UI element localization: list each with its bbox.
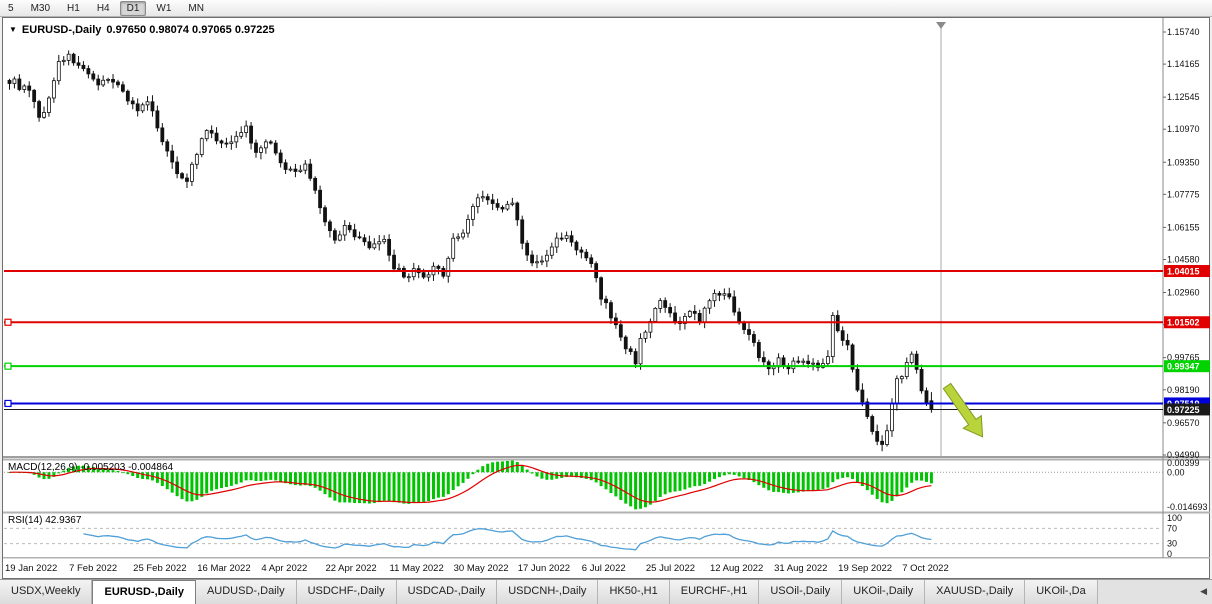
svg-text:11 May 2022: 11 May 2022 [390, 563, 444, 574]
chart-symbol-label: EURUSD-,Daily [21, 24, 102, 36]
svg-text:22 Apr 2022: 22 Apr 2022 [325, 563, 376, 574]
rsi-indicator-title: RSI(14) 42.9367 [8, 515, 82, 526]
svg-text:7 Feb 2022: 7 Feb 2022 [69, 563, 117, 574]
rsi-line [83, 528, 932, 551]
svg-text:0.99347: 0.99347 [1167, 362, 1200, 372]
svg-text:0.98190: 0.98190 [1167, 385, 1200, 395]
chart-tab[interactable]: USOil-,Daily [759, 580, 843, 604]
svg-text:1.04580: 1.04580 [1167, 255, 1200, 265]
tabs-scroll-left-icon[interactable]: ◀ [1200, 586, 1207, 596]
chart-tab[interactable]: USDCNH-,Daily [497, 580, 599, 604]
y-axis: 1.15740 1.14165 1.12545 1.10970 1.09350 1.077… [1163, 27, 1200, 460]
svg-text:1.10970: 1.10970 [1167, 124, 1200, 134]
svg-text:0.97225: 0.97225 [1167, 405, 1200, 415]
svg-text:1.12545: 1.12545 [1167, 92, 1200, 102]
svg-text:1.02960: 1.02960 [1167, 288, 1200, 298]
macd-indicator-title: MACD(12,26,9) -0.005203 -0.004864 [8, 462, 174, 473]
svg-text:30: 30 [1167, 539, 1177, 549]
timeframe-button-mn[interactable]: MN [188, 2, 204, 14]
svg-text:1.06155: 1.06155 [1167, 222, 1200, 232]
svg-text:31 Aug 2022: 31 Aug 2022 [774, 563, 827, 574]
chart-title: ▼ EURUSD-,Daily 0.97650 0.98074 0.97065 … [9, 24, 275, 36]
timeframe-button-h1[interactable]: H1 [67, 2, 80, 14]
svg-text:17 Jun 2022: 17 Jun 2022 [518, 563, 570, 574]
chart-tab[interactable]: AUDUSD-,Daily [195, 580, 297, 604]
svg-text:1.09350: 1.09350 [1167, 157, 1200, 167]
chart-tab[interactable]: UKOil-,Daily [842, 580, 926, 604]
svg-text:6 Jul 2022: 6 Jul 2022 [582, 563, 626, 574]
chart-tab[interactable]: USDX,Weekly [0, 580, 93, 604]
svg-text:30 May 2022: 30 May 2022 [454, 563, 509, 574]
chart-frame [3, 18, 1210, 559]
horizontal-line-0.99347[interactable] [4, 362, 1163, 370]
timeframe-button-h4[interactable]: H4 [96, 2, 110, 14]
chart-tab[interactable]: USDCHF-,Daily [296, 580, 397, 604]
svg-text:1.07775: 1.07775 [1167, 189, 1200, 199]
timeframe-button-m30[interactable]: M30 [30, 2, 51, 14]
chart-tab[interactable]: XAUUSD-,Daily [925, 580, 1026, 604]
svg-text:1.14165: 1.14165 [1167, 59, 1200, 69]
macd-signal-line [9, 464, 932, 504]
chart-tab[interactable]: HK50-,H1 [598, 580, 670, 604]
svg-text:7 Oct 2022: 7 Oct 2022 [902, 563, 948, 574]
macd-histogram [8, 460, 933, 510]
timeframe-toolbar: 5 M30 H1 H4 D1 W1 MN [0, 0, 1212, 17]
svg-text:0.00399: 0.00399 [1167, 458, 1200, 468]
svg-text:19 Jan 2022: 19 Jan 2022 [5, 563, 57, 574]
macd-panel [4, 460, 1163, 510]
chart-tabs-bar: USDX,Weekly EURUSD-,Daily AUDUSD-,Daily USD… [0, 579, 1212, 604]
svg-text:0.00: 0.00 [1167, 467, 1185, 477]
chart-ohlc-values: 0.97650 0.98074 0.97065 0.97225 [106, 24, 275, 36]
candlestick-series [7, 50, 934, 452]
svg-text:0.99765: 0.99765 [1167, 353, 1200, 363]
svg-text:19 Sep 2022: 19 Sep 2022 [838, 563, 892, 574]
svg-text:70: 70 [1167, 523, 1177, 533]
timeframe-button-d1[interactable]: D1 [119, 0, 147, 16]
horizontal-line-0.97519[interactable] [4, 399, 1163, 408]
chart-tab[interactable]: EURUSD-,Daily [92, 580, 196, 604]
svg-text:-0.014693: -0.014693 [1167, 502, 1208, 512]
timeframe-button-w1[interactable]: W1 [156, 2, 172, 14]
svg-text:1.15740: 1.15740 [1167, 27, 1200, 37]
symbol-dropdown-icon[interactable]: ▼ [9, 25, 17, 34]
svg-text:4 Apr 2022: 4 Apr 2022 [261, 563, 307, 574]
svg-text:0: 0 [1167, 549, 1172, 559]
timeframe-button-5[interactable]: 5 [8, 2, 14, 14]
chart-shift-marker[interactable] [936, 22, 946, 457]
svg-text:0.96570: 0.96570 [1167, 418, 1200, 428]
price-label-1.04015: 1.04015 [1164, 265, 1210, 278]
svg-text:25 Jul 2022: 25 Jul 2022 [646, 563, 695, 574]
svg-text:12 Aug 2022: 12 Aug 2022 [710, 563, 763, 574]
price-label-0.99347: 0.99347 [1164, 360, 1210, 373]
svg-text:0.94990: 0.94990 [1167, 450, 1200, 460]
chart-tab[interactable]: USDCAD-,Daily [396, 580, 498, 604]
svg-text:100: 100 [1167, 513, 1182, 523]
svg-text:1.04015: 1.04015 [1167, 267, 1200, 277]
svg-text:1.01502: 1.01502 [1167, 318, 1200, 328]
svg-text:16 Mar 2022: 16 Mar 2022 [197, 563, 250, 574]
down-arrow-annotation[interactable] [942, 382, 984, 438]
svg-text:25 Feb 2022: 25 Feb 2022 [133, 563, 186, 574]
rsi-panel [4, 527, 1163, 551]
price-label-1.01502: 1.01502 [1164, 316, 1210, 329]
chart-tab[interactable]: EURCHF-,H1 [669, 580, 760, 604]
chart-tab[interactable]: UKOil-,Da [1025, 580, 1098, 604]
x-axis: 19 Jan 2022 7 Feb 2022 25 Feb 2022 16 Mar 2… [5, 563, 949, 574]
price-label-0.97225: 0.97225 [1164, 403, 1210, 416]
horizontal-line-1.01502[interactable] [4, 318, 1163, 326]
